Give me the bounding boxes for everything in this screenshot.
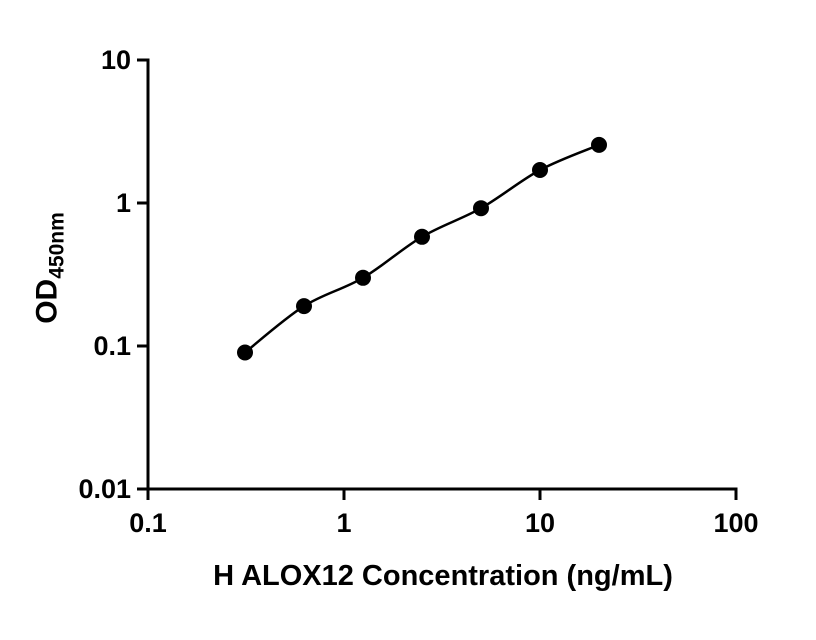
fit-curve — [244, 143, 600, 354]
y-tick-label: 0.01 — [78, 474, 131, 504]
x-tick-label: 10 — [525, 508, 555, 538]
data-point — [237, 344, 253, 361]
x-tick-label: 100 — [713, 508, 758, 538]
data-point — [296, 298, 312, 315]
y-axis-label-subscript: 450nm — [45, 212, 69, 279]
data-point — [591, 136, 607, 153]
data-point — [532, 162, 548, 178]
data-point — [355, 269, 371, 286]
y-axis-label-main: OD — [30, 278, 64, 324]
x-tick-label: 0.1 — [129, 508, 167, 538]
y-axis-label: OD450nm — [31, 212, 70, 324]
y-tick-label: 1 — [116, 188, 131, 218]
x-tick-label: 1 — [336, 508, 351, 538]
x-axis-label: H ALOX12 Concentration (ng/mL) — [213, 560, 673, 592]
y-tick-label: 0.1 — [93, 331, 131, 361]
data-point — [473, 200, 489, 217]
y-tick-label: 10 — [101, 45, 131, 75]
data-point — [414, 228, 430, 245]
